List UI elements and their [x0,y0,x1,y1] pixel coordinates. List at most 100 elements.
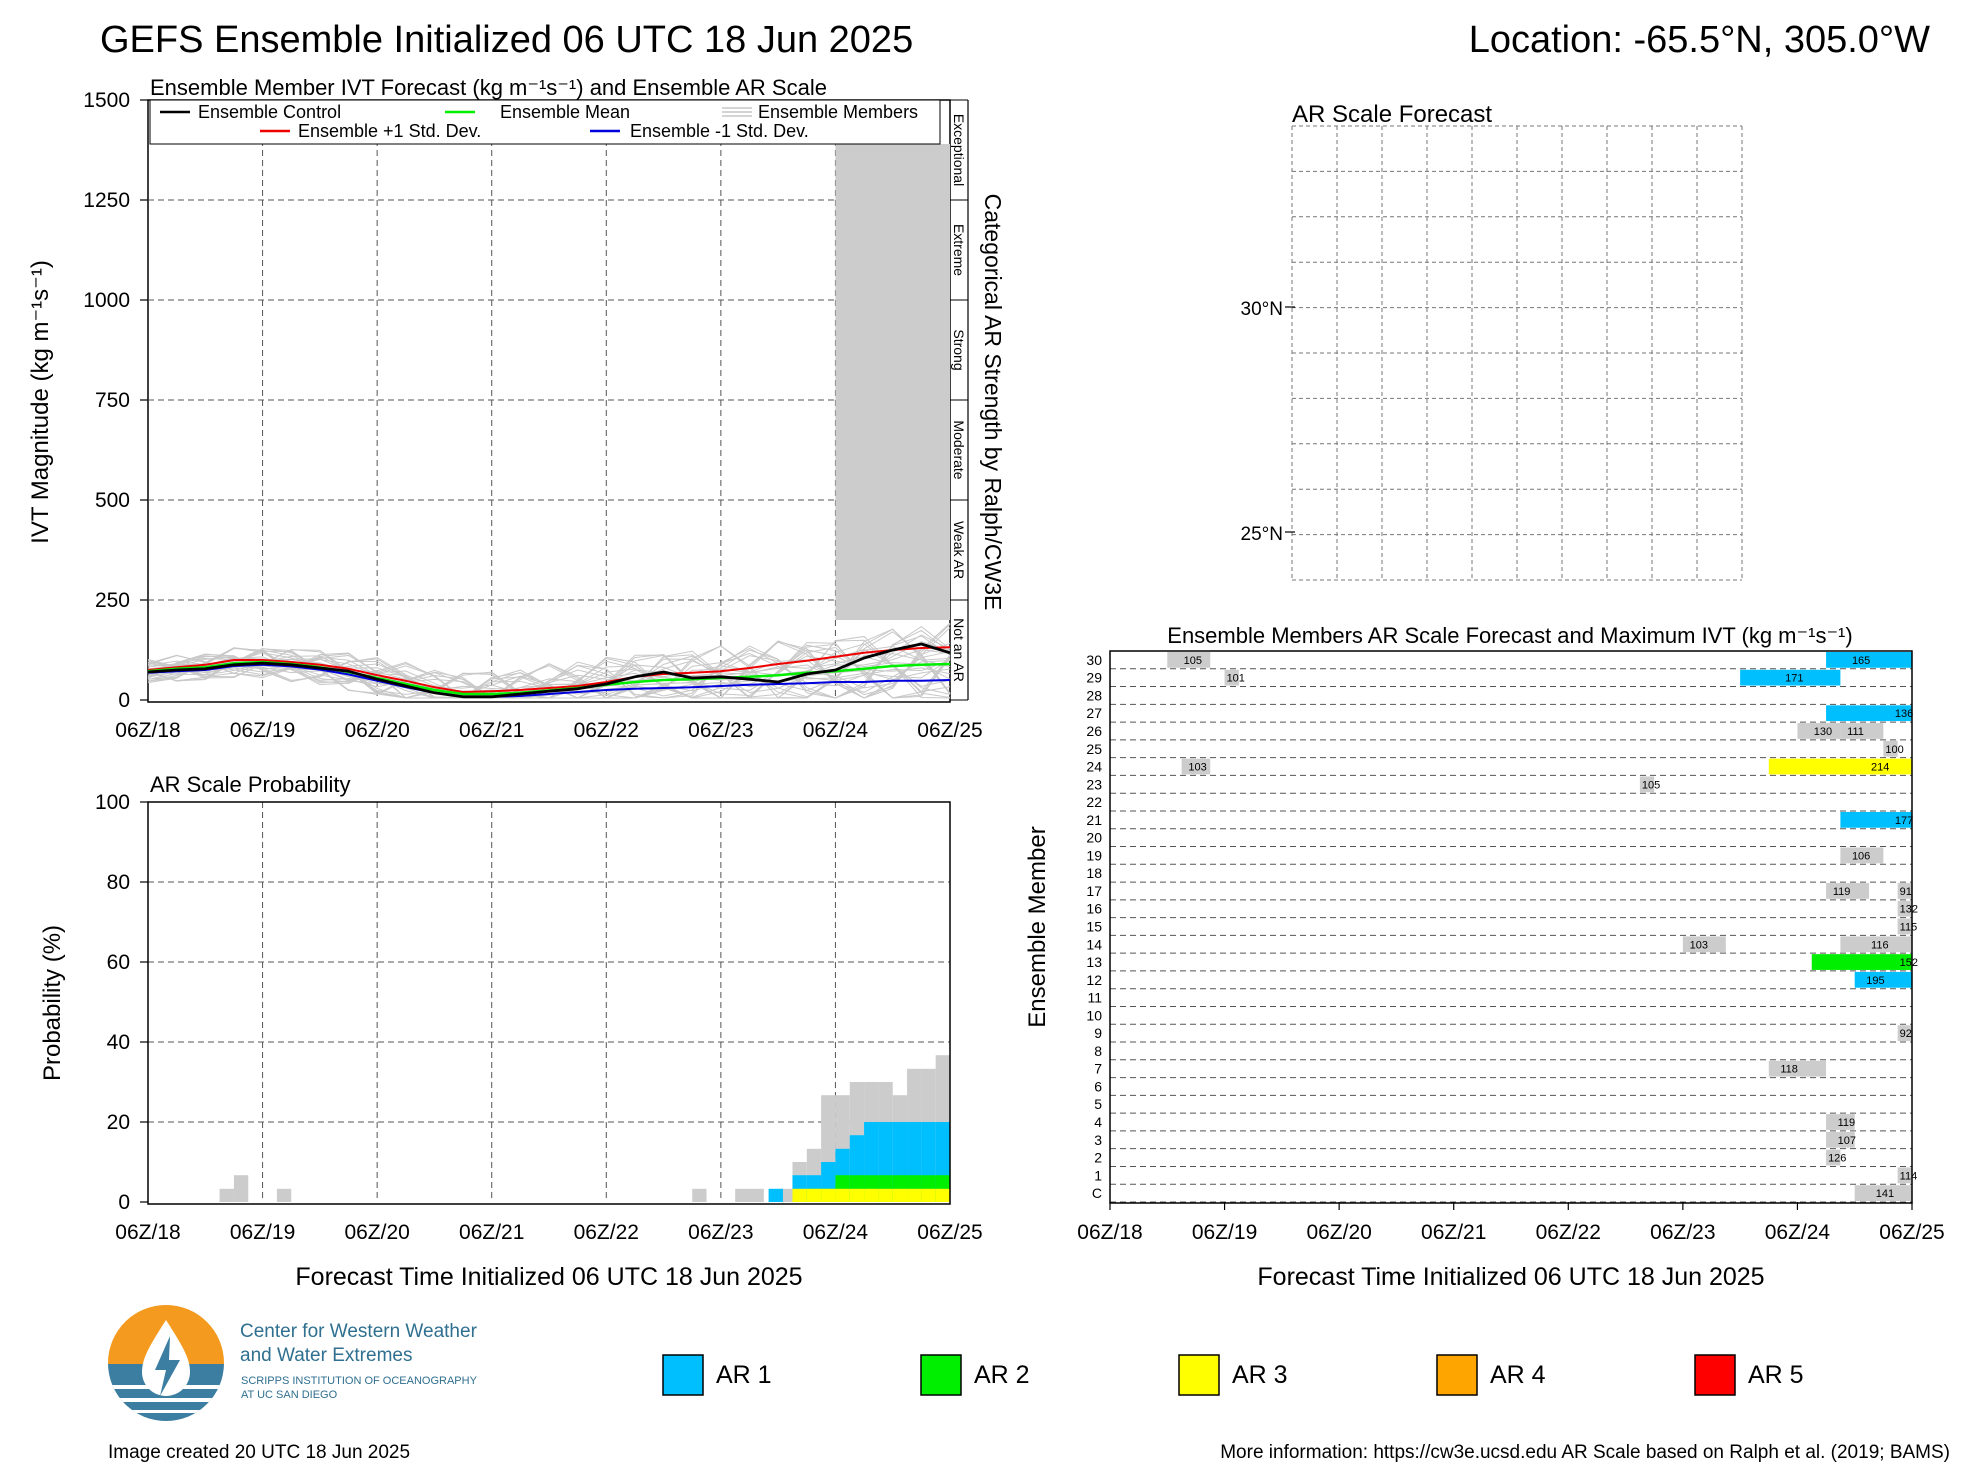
logo-line3: SCRIPPS INSTITUTION OF OCEANOGRAPHY [241,1375,478,1387]
lightning-icon [155,1336,180,1396]
members-bar [1639,776,1655,793]
ivt-x-tick-label: 06Z/25 [917,719,982,742]
ivt-title: Ensemble Member IVT Forecast (kg m⁻¹s⁻¹)… [150,75,827,100]
legend-members-swatch [722,107,752,117]
prob-plot-frame [147,801,951,1205]
members-bar-label: 177 [1895,815,1913,827]
members-bar [1181,758,1211,775]
members-bar-label: 101 [1227,673,1245,685]
members-row-label: 7 [1094,1061,1102,1077]
ivt-category-label: Weak AR [951,521,967,579]
logo-line4: AT UC SAN DIEGO [241,1389,338,1401]
members-x-ticks: 06Z/18 06Z/19 06Z/20 06Z/21 06Z/22 06Z/23 06Z/… [1077,1202,1945,1244]
prob-bar-ar3 [878,1188,893,1202]
members-row-label: 29 [1086,670,1102,686]
map-grid [1291,125,1743,581]
members-bar [1682,936,1726,953]
members-bar [1224,669,1239,686]
logo-line1: Center for Western Weather [240,1321,478,1342]
members-row-label: 24 [1086,759,1102,775]
members-bar-label: 132 [1900,904,1918,916]
members-x-label: Forecast Time Initialized 06 UTC 18 Jun … [1257,1263,1764,1291]
members-row-label: 27 [1086,705,1102,721]
ar2-swatch [920,1354,962,1396]
members-bar [1854,971,1912,988]
prob-bar-members [219,1188,234,1202]
ivt-category-strip: Not an AR Weak AR Moderate Strong Extreme Exc… [950,99,969,701]
prob-bar-ar3 [835,1188,850,1202]
members-bar-label: 130 [1814,726,1832,738]
members-bar [1826,1149,1841,1166]
members-row-label: 10 [1086,1007,1102,1023]
ivt-member-line [147,634,951,699]
ar4-swatch [1436,1354,1478,1396]
ivt-series-minus-std [147,663,951,698]
location-label: Location: -65.5°N, 305.0°W [1469,19,1930,61]
members-bar-label: 118 [1780,1064,1798,1076]
legend-control-label: Ensemble Control [198,102,341,122]
ivt-panel: 0 250 500 750 1000 1250 1500 06Z/18 06Z/19 06Z/2… [27,75,1006,742]
members-bar [1897,918,1912,935]
members-row-label: 2 [1094,1150,1102,1166]
members-x-tick-label: 06Z/20 [1306,1221,1371,1244]
members-bar [1826,705,1912,722]
members-bar-label: 116 [1871,939,1889,951]
ivt-right-label: Categorical AR Strength by Ralph/CW3E [980,194,1006,611]
prob-y-tick-label: 20 [107,1111,130,1134]
members-row-label: 28 [1086,687,1102,703]
members-bar [1826,883,1870,899]
prob-bar-ar3 [907,1188,922,1202]
prob-bar-members [735,1188,750,1202]
ivt-y-label: IVT Magnitude (kg m⁻¹s⁻¹) [27,260,54,544]
members-row-label: 25 [1086,741,1102,757]
members-bar-label: 111 [1847,726,1864,738]
members-bar-label: 214 [1871,762,1889,774]
main-title: GEFS Ensemble Initialized 06 UTC 18 Jun … [100,19,913,61]
prob-bar-ar3 [921,1188,936,1202]
members-row-label: 1 [1094,1167,1102,1183]
members-plot-frame [1109,650,1913,1204]
ivt-category-label: Extreme [951,224,967,276]
ivt-member-line [147,647,951,699]
prob-bar-ar3 [821,1188,836,1202]
prob-bar-ar3 [806,1188,822,1202]
prob-bar-ar3 [792,1188,807,1202]
members-row-label: 15 [1086,919,1102,935]
members-bar [1811,954,1912,970]
members-bar-label: 171 [1785,673,1803,685]
members-bar-label: 114 [1900,1170,1918,1182]
prob-x-tick-label: 06Z/24 [803,1221,869,1244]
prob-y-tick-label: 40 [107,1031,130,1054]
members-row-label: 12 [1086,972,1102,988]
members-row-label: C [1092,1185,1102,1201]
members-bar-label: 107 [1838,1135,1856,1147]
prob-y-tick-label: 0 [118,1191,130,1214]
ivt-x-tick-label: 06Z/24 [803,719,869,742]
prob-y-tick-label: 60 [107,951,130,974]
ar3-swatch [1178,1354,1220,1396]
members-bar [1897,1025,1912,1042]
members-bar-label: 119 [1833,886,1851,898]
ar5-swatch [1694,1354,1736,1396]
members-row-label: 8 [1094,1043,1102,1059]
ivt-x-tick-label: 06Z/23 [688,719,753,742]
ivt-x-ticks: 06Z/18 06Z/19 06Z/20 06Z/21 06Z/22 06Z/23 06Z/… [115,719,982,742]
map-title: AR Scale Forecast [1292,101,1492,128]
members-bar-label: 165 [1852,655,1870,667]
prob-bar-ar3 [864,1188,879,1202]
ar2-label: AR 2 [974,1361,1030,1389]
members-row-label: 13 [1086,954,1102,970]
prob-y-ticks: 0 20 40 60 80 100 [95,791,148,1214]
prob-title: AR Scale Probability [150,772,351,797]
map-lat-label-30: 30°N [1241,299,1283,320]
members-row-label: 4 [1094,1114,1102,1130]
prob-bar-ar3 [935,1188,950,1202]
created-note: Image created 20 UTC 18 Jun 2025 [108,1442,410,1463]
ivt-y-tick-label: 0 [118,689,130,712]
prob-bar-members [692,1188,707,1202]
members-bar [1897,883,1912,899]
members-x-tick-label: 06Z/23 [1650,1221,1715,1244]
legend-minus-label: Ensemble -1 Std. Dev. [630,121,809,141]
ivt-series-plus-std [147,646,951,693]
ivt-y-tick-label: 1000 [83,289,130,312]
